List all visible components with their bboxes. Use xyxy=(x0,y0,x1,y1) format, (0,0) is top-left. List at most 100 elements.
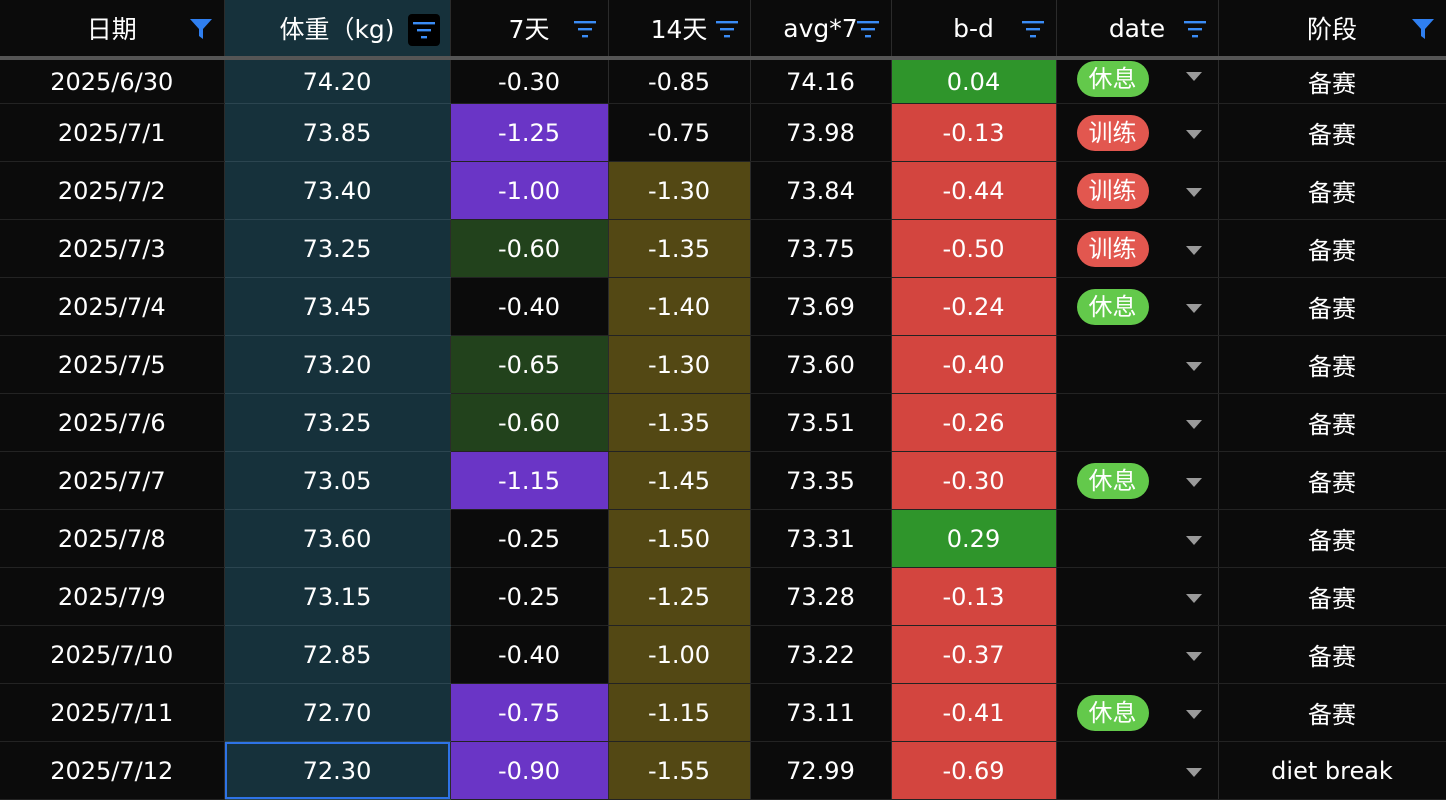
date-cell[interactable]: 2025/7/7 xyxy=(0,451,225,510)
sort-lines-icon[interactable] xyxy=(407,14,440,46)
bd-cell[interactable]: -0.69 xyxy=(891,741,1057,800)
stage-cell[interactable]: 备赛 xyxy=(1218,509,1446,568)
date-cell[interactable]: 2025/7/9 xyxy=(0,567,225,626)
bd-cell[interactable]: -0.13 xyxy=(891,567,1057,626)
chevron-down-icon[interactable] xyxy=(1185,594,1202,603)
tag-cell[interactable] xyxy=(1056,335,1219,394)
bd-cell[interactable]: -0.40 xyxy=(891,335,1057,394)
date-cell[interactable]: 2025/7/5 xyxy=(0,335,225,394)
change-7day-cell[interactable]: -0.75 xyxy=(450,683,609,742)
weight-cell[interactable]: 73.25 xyxy=(224,393,451,452)
change-14day-cell[interactable]: -1.45 xyxy=(608,451,751,510)
change-14day-cell[interactable]: -1.40 xyxy=(608,277,751,336)
change-7day-cell[interactable]: -0.65 xyxy=(450,335,609,394)
change-7day-cell[interactable]: -0.40 xyxy=(450,277,609,336)
bd-cell[interactable]: -0.37 xyxy=(891,625,1057,684)
change-7day-cell[interactable]: -0.25 xyxy=(450,567,609,626)
date-cell[interactable]: 2025/7/11 xyxy=(0,683,225,742)
tag-cell[interactable]: 训练 xyxy=(1056,103,1219,162)
change-7day-cell[interactable]: -0.60 xyxy=(450,393,609,452)
sort-lines-icon[interactable] xyxy=(714,16,740,42)
weight-cell[interactable]: 73.25 xyxy=(224,219,451,278)
weight-cell[interactable]: 73.05 xyxy=(224,451,451,510)
date-cell[interactable]: 2025/7/4 xyxy=(0,277,225,336)
bd-cell[interactable]: 0.29 xyxy=(891,509,1057,568)
change-7day-cell[interactable]: -0.60 xyxy=(450,219,609,278)
avg7-cell[interactable]: 73.22 xyxy=(750,625,892,684)
stage-cell[interactable]: 备赛 xyxy=(1218,625,1446,684)
change-7day-cell[interactable]: -0.40 xyxy=(450,625,609,684)
date-cell[interactable]: 2025/7/1 xyxy=(0,103,225,162)
bd-cell[interactable]: -0.13 xyxy=(891,103,1057,162)
avg7-cell[interactable]: 73.35 xyxy=(750,451,892,510)
bd-cell[interactable]: 0.04 xyxy=(891,58,1057,104)
weight-cell[interactable]: 74.20 xyxy=(224,58,451,104)
bd-cell[interactable]: -0.41 xyxy=(891,683,1057,742)
change-14day-cell[interactable]: -1.35 xyxy=(608,219,751,278)
weight-cell[interactable]: 72.70 xyxy=(224,683,451,742)
filter-funnel-icon[interactable] xyxy=(188,16,214,42)
tag-cell[interactable]: 休息 xyxy=(1056,451,1219,510)
bd-cell[interactable]: -0.26 xyxy=(891,393,1057,452)
avg7-cell[interactable]: 73.51 xyxy=(750,393,892,452)
avg7-cell[interactable]: 73.60 xyxy=(750,335,892,394)
bd-cell[interactable]: -0.30 xyxy=(891,451,1057,510)
stage-cell[interactable]: diet break xyxy=(1218,741,1446,800)
change-14day-cell[interactable]: -1.30 xyxy=(608,335,751,394)
change-7day-cell[interactable]: -0.25 xyxy=(450,509,609,568)
change-14day-cell[interactable]: -1.25 xyxy=(608,567,751,626)
avg7-cell[interactable]: 73.31 xyxy=(750,509,892,568)
chevron-down-icon[interactable] xyxy=(1185,188,1202,197)
sort-lines-icon[interactable] xyxy=(572,16,598,42)
sort-lines-icon[interactable] xyxy=(1020,16,1046,42)
change-14day-cell[interactable]: -1.50 xyxy=(608,509,751,568)
avg7-cell[interactable]: 73.75 xyxy=(750,219,892,278)
date-cell[interactable]: 2025/7/2 xyxy=(0,161,225,220)
tag-cell[interactable]: 休息 xyxy=(1056,58,1219,104)
chevron-down-icon[interactable] xyxy=(1185,246,1202,255)
change-14day-cell[interactable]: -0.85 xyxy=(608,58,751,104)
weight-cell[interactable]: 73.40 xyxy=(224,161,451,220)
column-header-weight[interactable]: 体重（kg) xyxy=(224,0,451,60)
change-7day-cell[interactable]: -0.90 xyxy=(450,741,609,800)
date-cell[interactable]: 2025/6/30 xyxy=(0,58,225,104)
stage-cell[interactable]: 备赛 xyxy=(1218,219,1446,278)
change-14day-cell[interactable]: -1.35 xyxy=(608,393,751,452)
avg7-cell[interactable]: 73.98 xyxy=(750,103,892,162)
stage-cell[interactable]: 备赛 xyxy=(1218,161,1446,220)
column-header-date[interactable]: 日期 xyxy=(0,0,225,60)
avg7-cell[interactable]: 72.99 xyxy=(750,741,892,800)
chevron-down-icon[interactable] xyxy=(1185,72,1202,81)
avg7-cell[interactable]: 73.84 xyxy=(750,161,892,220)
filter-funnel-icon[interactable] xyxy=(1410,16,1436,42)
column-header-bd[interactable]: b-d xyxy=(891,0,1057,60)
date-cell[interactable]: 2025/7/12 xyxy=(0,741,225,800)
chevron-down-icon[interactable] xyxy=(1185,420,1202,429)
column-header-14day[interactable]: 14天 xyxy=(608,0,751,60)
change-7day-cell[interactable]: -1.25 xyxy=(450,103,609,162)
weight-cell[interactable]: 73.45 xyxy=(224,277,451,336)
change-7day-cell[interactable]: -0.30 xyxy=(450,58,609,104)
stage-cell[interactable]: 备赛 xyxy=(1218,277,1446,336)
change-7day-cell[interactable]: -1.15 xyxy=(450,451,609,510)
bd-cell[interactable]: -0.24 xyxy=(891,277,1057,336)
stage-cell[interactable]: 备赛 xyxy=(1218,567,1446,626)
tag-cell[interactable] xyxy=(1056,625,1219,684)
column-header-7day[interactable]: 7天 xyxy=(450,0,609,60)
avg7-cell[interactable]: 73.69 xyxy=(750,277,892,336)
chevron-down-icon[interactable] xyxy=(1185,304,1202,313)
column-header-tag[interactable]: date xyxy=(1056,0,1219,60)
tag-cell[interactable]: 休息 xyxy=(1056,683,1219,742)
column-header-stage[interactable]: 阶段 xyxy=(1218,0,1446,60)
sort-lines-icon[interactable] xyxy=(855,16,881,42)
chevron-down-icon[interactable] xyxy=(1185,652,1202,661)
column-header-avg7[interactable]: avg*7 xyxy=(750,0,892,60)
change-14day-cell[interactable]: -1.15 xyxy=(608,683,751,742)
sort-lines-icon[interactable] xyxy=(1182,16,1208,42)
date-cell[interactable]: 2025/7/6 xyxy=(0,393,225,452)
chevron-down-icon[interactable] xyxy=(1185,130,1202,139)
date-cell[interactable]: 2025/7/10 xyxy=(0,625,225,684)
avg7-cell[interactable]: 73.28 xyxy=(750,567,892,626)
weight-cell[interactable]: 73.20 xyxy=(224,335,451,394)
weight-cell[interactable]: 73.15 xyxy=(224,567,451,626)
